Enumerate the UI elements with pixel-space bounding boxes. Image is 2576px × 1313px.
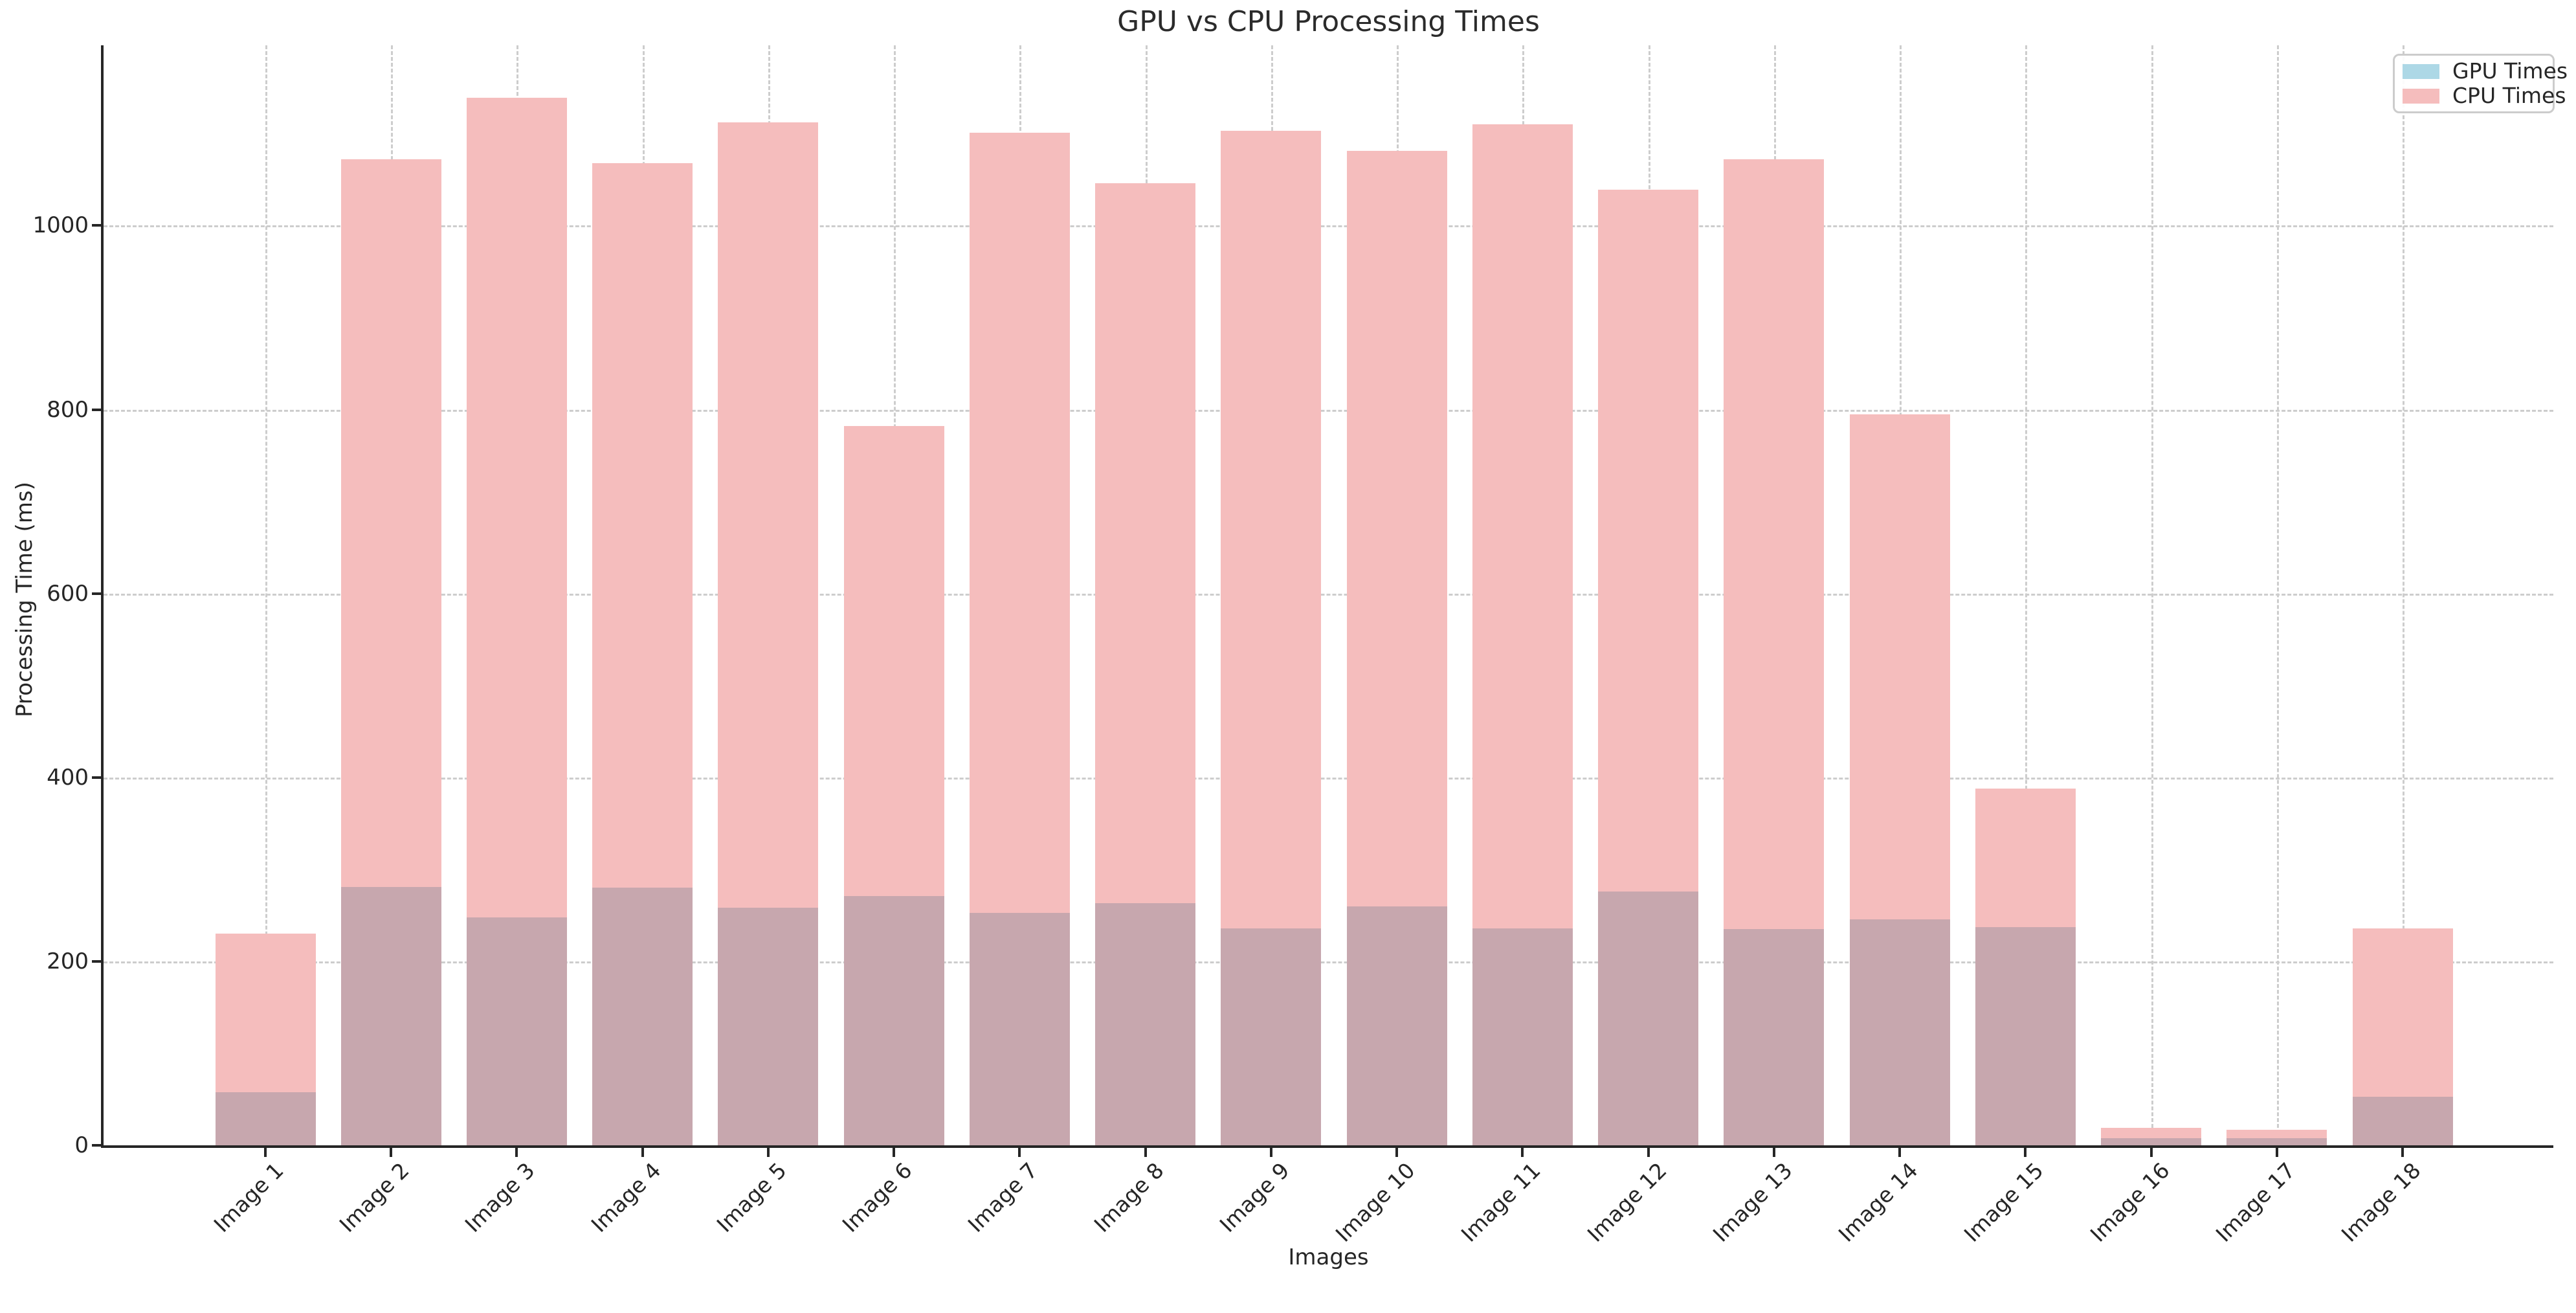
h-gridline: [104, 777, 2553, 780]
y-tick-label: 1000: [32, 212, 89, 239]
legend-item-gpu: GPU Times: [2403, 58, 2568, 84]
bar-overlap-segment: [1975, 927, 2076, 1145]
cpu-bar: [1346, 151, 1447, 906]
x-tick-mark: [766, 1148, 770, 1157]
x-tick-mark: [641, 1148, 644, 1157]
x-tick-mark: [515, 1148, 518, 1157]
cpu-bar: [2226, 1129, 2327, 1138]
x-tick-mark: [1269, 1148, 1272, 1157]
v-gridline: [2025, 45, 2028, 1145]
bar-overlap-segment: [1849, 919, 1950, 1145]
x-tick-mark: [893, 1148, 896, 1157]
plot-area: [92, 45, 2553, 1157]
chart-figure: GPU vs CPU Processing Times Processing T…: [12, 5, 2568, 1270]
bar-overlap-segment: [843, 896, 944, 1145]
cpu-bar: [1598, 190, 1699, 892]
x-tick-mark: [1144, 1148, 1147, 1157]
bar-overlap-segment: [718, 908, 819, 1145]
x-tick-mark: [1647, 1148, 1650, 1157]
bar-overlap-segment: [215, 1092, 316, 1145]
cpu-bar: [1975, 788, 2076, 928]
bar-overlap-segment: [1472, 928, 1573, 1145]
cpu-bar: [1724, 159, 1825, 930]
y-tick-mark: [92, 224, 101, 227]
y-tick-mark: [92, 776, 101, 779]
cpu-bar: [1221, 131, 1322, 928]
cpu-bar: [466, 97, 567, 917]
y-tick-mark: [92, 960, 101, 963]
x-tick-mark: [1018, 1148, 1021, 1157]
x-tick-mark: [1898, 1148, 1902, 1157]
v-gridline: [2276, 45, 2279, 1145]
h-gridline: [104, 225, 2553, 228]
gpu-legend-label: GPU Times: [2452, 58, 2568, 84]
x-tick-mark: [1521, 1148, 1524, 1157]
cpu-bar: [1095, 183, 1196, 904]
x-tick-mark: [1395, 1148, 1399, 1157]
x-axis-label: Images: [1288, 1244, 1369, 1270]
h-gridline: [104, 593, 2553, 596]
cpu-bar: [1472, 124, 1573, 928]
x-tick-mark: [390, 1148, 393, 1157]
v-gridline: [2403, 45, 2405, 1145]
legend-item-cpu: CPU Times: [2403, 83, 2566, 108]
cpu-bar: [2101, 1128, 2202, 1138]
cpu-bar: [1849, 414, 1950, 919]
bar-overlap-segment: [2352, 1096, 2453, 1145]
bar-overlap-segment: [1221, 928, 1322, 1145]
h-gridline: [104, 961, 2553, 963]
x-tick-mark: [2275, 1148, 2278, 1157]
bar-overlap-segment: [1095, 903, 1196, 1145]
bar-overlap-segment: [1724, 929, 1825, 1145]
bar-overlap-segment: [340, 886, 441, 1145]
bar-overlap-segment: [1346, 906, 1447, 1145]
bar-overlap-segment: [2226, 1138, 2327, 1145]
y-tick-label: 600: [47, 580, 89, 607]
cpu-legend-swatch: [2403, 88, 2439, 104]
y-tick-label: 0: [74, 1132, 89, 1158]
x-tick-mark: [2149, 1148, 2153, 1157]
y-axis-spine: [101, 45, 104, 1148]
h-gridline: [104, 409, 2553, 412]
y-tick-mark: [92, 1144, 101, 1147]
cpu-bar: [592, 163, 693, 888]
y-tick-mark: [92, 592, 101, 595]
cpu-bar: [969, 132, 1070, 913]
v-gridline: [2151, 45, 2153, 1145]
legend: GPU Times CPU Times: [2393, 54, 2568, 113]
cpu-bar: [2352, 928, 2453, 1097]
bar-overlap-segment: [592, 888, 693, 1145]
cpu-bar: [340, 159, 441, 887]
x-tick-mark: [264, 1148, 267, 1157]
y-tick-label: 800: [47, 396, 89, 423]
cpu-bar: [718, 122, 819, 908]
bar-overlap-segment: [2101, 1138, 2202, 1145]
gpu-legend-swatch: [2403, 63, 2439, 79]
bar-overlap-segment: [969, 912, 1070, 1145]
x-tick-mark: [2401, 1148, 2404, 1157]
cpu-legend-label: CPU Times: [2452, 83, 2566, 108]
v-gridline: [265, 45, 267, 1145]
y-tick-label: 400: [47, 764, 89, 791]
bar-overlap-segment: [466, 917, 567, 1145]
cpu-bar: [843, 426, 944, 897]
chart-title: GPU vs CPU Processing Times: [1117, 5, 1540, 38]
y-tick-label: 200: [47, 948, 89, 974]
x-tick-mark: [2024, 1148, 2027, 1157]
x-tick-mark: [1772, 1148, 1775, 1157]
y-tick-mark: [92, 408, 101, 411]
bar-overlap-segment: [1598, 891, 1699, 1145]
x-axis-spine: [101, 1145, 2553, 1148]
cpu-bar: [215, 934, 316, 1092]
